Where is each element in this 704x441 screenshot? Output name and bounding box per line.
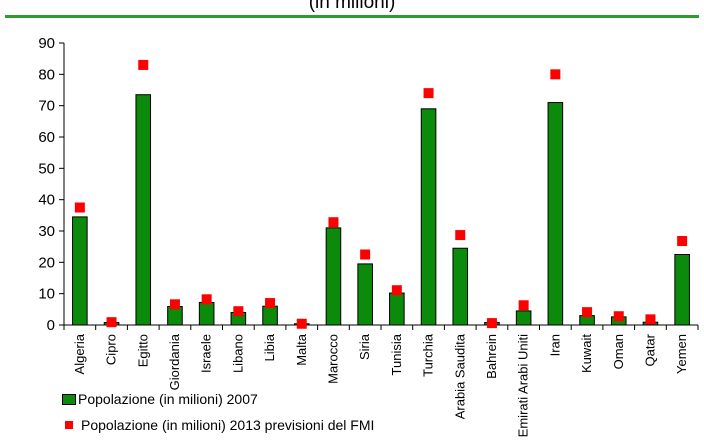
legend-label-2013: Popolazione (in milioni) 2013 previsioni…: [81, 417, 375, 433]
x-tick-label: Egitto: [135, 334, 150, 367]
marker-2013: [677, 236, 688, 247]
y-tick-label: 80: [38, 66, 55, 83]
y-tick-label: 30: [38, 223, 55, 240]
y-tick-label: 50: [38, 160, 55, 177]
bar-2007: [674, 254, 690, 326]
x-tick-label: Algeria: [72, 333, 87, 374]
marker-2013: [233, 306, 244, 317]
marker-2013: [106, 317, 117, 328]
x-tick-label: Libano: [230, 334, 245, 373]
y-tick-label: 20: [38, 254, 55, 271]
bar-2007: [547, 102, 564, 326]
x-tick-label: Kuwait: [579, 334, 594, 373]
x-tick-label: Qatar: [642, 333, 657, 366]
bar-2007: [452, 247, 469, 326]
marker-2013: [169, 299, 180, 310]
x-tick-label: Yemen: [674, 334, 689, 374]
bar-2007: [357, 263, 373, 326]
bar-2007: [389, 292, 405, 326]
marker-2013: [582, 307, 593, 318]
y-tick-label: 90: [38, 35, 55, 52]
marker-2013: [296, 318, 307, 329]
marker-2013: [201, 294, 212, 305]
y-tick-label: 40: [38, 192, 55, 209]
bar-2007: [72, 216, 88, 326]
x-tick-label: Marocco: [325, 334, 340, 384]
marker-2013: [391, 285, 402, 296]
bar-2007: [325, 227, 342, 326]
y-tick-label: 70: [38, 98, 55, 115]
x-tick-label: Giordania: [167, 333, 182, 390]
bar-2007: [262, 305, 278, 326]
x-tick-label: Iran: [547, 334, 562, 356]
x-tick-label: Cipro: [104, 334, 119, 365]
marker-2013: [455, 230, 466, 241]
legend-item-2007: Popolazione (in milioni) 2007: [62, 391, 258, 407]
x-tick-label: Emirati Arabi Uniti: [516, 334, 531, 437]
x-tick-label: Tunisia: [389, 333, 404, 375]
bar-2007: [420, 108, 437, 326]
legend-label-2007: Popolazione (in milioni) 2007: [78, 391, 258, 407]
x-tick-label: Israele: [199, 334, 214, 373]
legend-bar-swatch: [62, 393, 76, 405]
marker-2013: [74, 202, 85, 213]
marker-2013: [328, 217, 339, 228]
marker-2013: [423, 88, 434, 99]
x-tick-label: Arabia Saudita: [452, 333, 467, 419]
bar-2007: [135, 94, 152, 326]
legend-marker-swatch: [65, 421, 73, 429]
chart-title: (in milioni): [308, 0, 396, 13]
bar-2007: [515, 310, 532, 326]
marker-2013: [645, 314, 656, 325]
x-tick-label: Bahrein: [484, 334, 499, 379]
marker-2013: [265, 298, 276, 309]
title-divider: [5, 15, 699, 18]
bar-2007: [198, 301, 215, 326]
marker-2013: [486, 318, 497, 329]
x-tick-label: Malta: [294, 333, 309, 366]
x-tick-label: Oman: [611, 334, 626, 369]
legend-item-2013: Popolazione (in milioni) 2013 previsioni…: [62, 417, 374, 433]
y-tick-label: 60: [38, 129, 55, 146]
x-tick-label: Siria: [357, 333, 372, 360]
marker-2013: [518, 300, 529, 311]
x-tick-label: Libia: [262, 333, 277, 361]
y-tick-label: 10: [38, 286, 55, 303]
x-tick-label: Turchia: [421, 333, 436, 377]
marker-2013: [550, 69, 561, 80]
marker-2013: [613, 311, 624, 322]
y-tick-label: 0: [47, 317, 55, 334]
marker-2013: [138, 59, 149, 70]
marker-2013: [360, 249, 371, 260]
